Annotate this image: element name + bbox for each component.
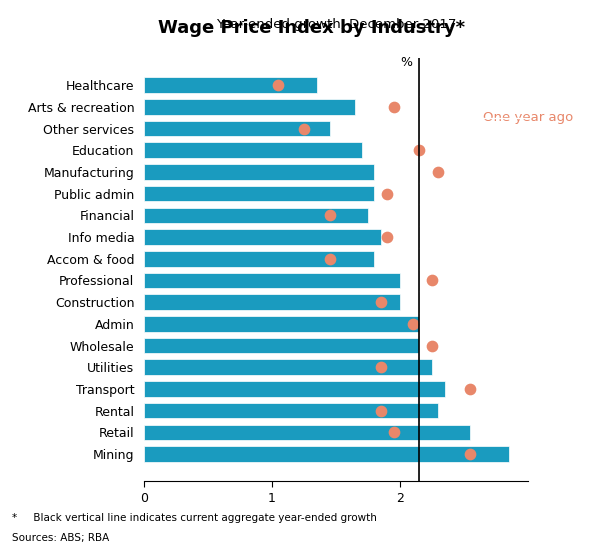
Point bbox=[408, 320, 418, 328]
Bar bbox=[144, 99, 355, 114]
Point bbox=[376, 298, 386, 306]
Text: Wage Price Index by Industry*: Wage Price Index by Industry* bbox=[158, 19, 466, 38]
Bar bbox=[144, 229, 381, 245]
Bar bbox=[144, 294, 400, 310]
Point bbox=[466, 384, 475, 393]
Point bbox=[382, 189, 392, 198]
Bar bbox=[144, 446, 509, 462]
Point bbox=[434, 168, 443, 176]
Point bbox=[389, 428, 398, 437]
Bar bbox=[144, 273, 400, 288]
Point bbox=[299, 124, 309, 133]
Bar bbox=[144, 425, 470, 440]
Bar bbox=[144, 143, 362, 158]
Point bbox=[376, 363, 386, 372]
Bar bbox=[144, 251, 374, 267]
Title: Year-ended growth, December 2017: Year-ended growth, December 2017 bbox=[216, 18, 456, 30]
Bar bbox=[144, 403, 439, 419]
Bar bbox=[144, 338, 419, 353]
Point bbox=[274, 81, 283, 90]
Bar bbox=[144, 186, 374, 201]
Text: One year ago: One year ago bbox=[483, 111, 574, 124]
Point bbox=[466, 450, 475, 458]
Point bbox=[427, 276, 437, 285]
Point bbox=[325, 211, 334, 220]
Point bbox=[376, 406, 386, 415]
Bar bbox=[144, 316, 419, 332]
Text: *     Black vertical line indicates current aggregate year-ended growth: * Black vertical line indicates current … bbox=[12, 513, 377, 523]
Bar bbox=[144, 381, 445, 397]
Bar bbox=[144, 207, 368, 223]
Text: %: % bbox=[400, 56, 412, 69]
Point bbox=[382, 233, 392, 242]
Point bbox=[415, 146, 424, 155]
Bar bbox=[144, 359, 432, 375]
Point bbox=[389, 102, 398, 111]
Bar bbox=[144, 164, 374, 180]
Point bbox=[427, 341, 437, 350]
Bar bbox=[144, 121, 329, 137]
Point bbox=[325, 254, 334, 263]
Text: Sources: ABS; RBA: Sources: ABS; RBA bbox=[12, 533, 109, 543]
Bar bbox=[144, 77, 317, 93]
